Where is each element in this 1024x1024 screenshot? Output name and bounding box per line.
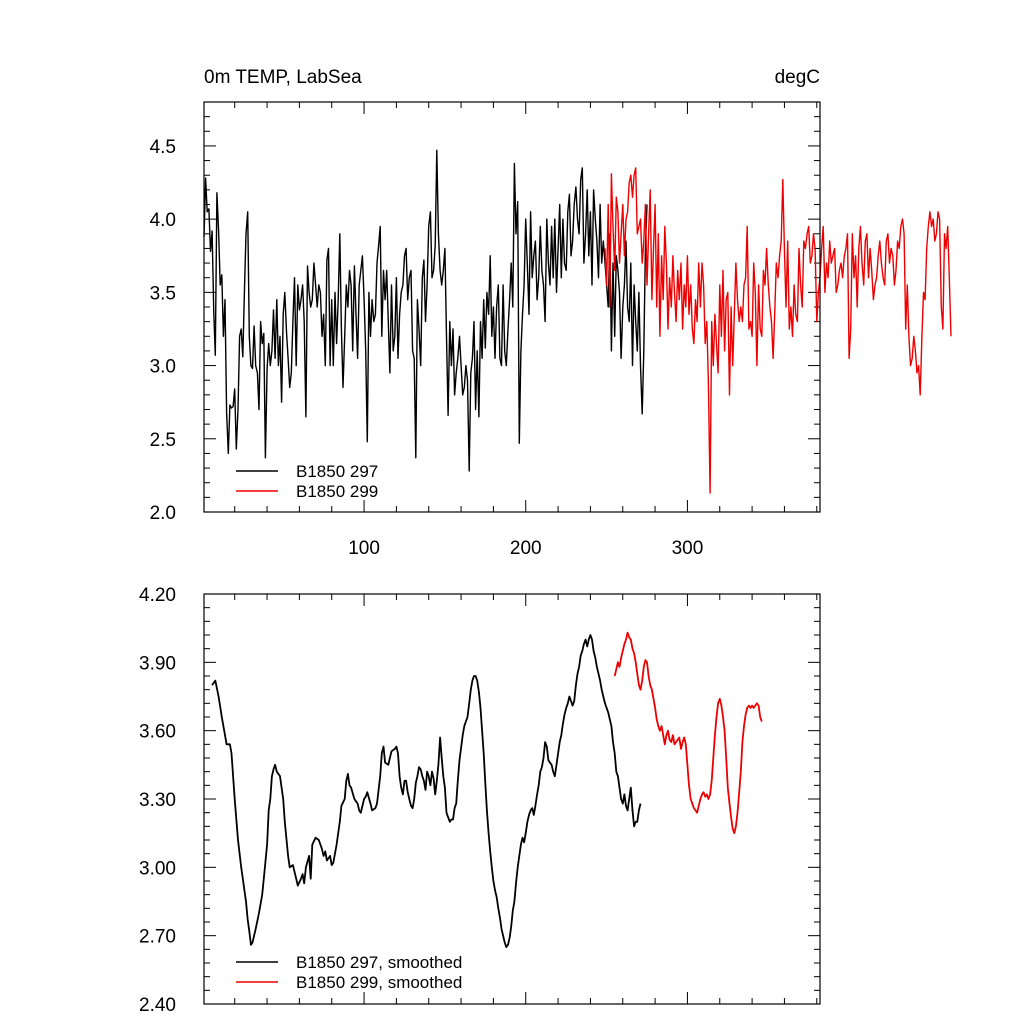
top-legend: B1850 297 B1850 299: [236, 462, 378, 501]
top-y-tick-label: 2.0: [150, 503, 176, 524]
bottom-series-group: [211, 631, 763, 948]
top-x-tick-label: 200: [510, 538, 542, 559]
bottom-y-tick-label: 2.70: [139, 927, 176, 948]
bottom-y-tick-label: 2.40: [139, 995, 176, 1016]
bottom-plot-frame: [203, 593, 821, 1005]
top-y-tick-label: 4.5: [150, 137, 176, 158]
top-panel-units: degC: [775, 67, 820, 88]
bottom-y-tick-label: 3.90: [139, 653, 176, 674]
legend-label-299: B1850 299: [296, 482, 378, 501]
top-y-tick-label: 2.5: [150, 430, 176, 451]
bottom-series-b1850-299-smoothed-line: [613, 631, 763, 835]
top-x-tick-label: 300: [672, 538, 704, 559]
top-x-tick-label: 100: [348, 538, 380, 559]
legend-label-297-smoothed: B1850 297, smoothed: [296, 953, 462, 972]
bottom-panel: 2.40 2.70 3.00 3.30 3.60 3.90 4.20 B1850 297, …: [139, 585, 821, 1016]
top-series-b1850-297-line: [203, 149, 648, 472]
top-series-b1850-299-line: [604, 167, 952, 494]
top-y-tick-label: 4.0: [150, 210, 176, 231]
top-y-tick-label: 3.5: [150, 283, 176, 304]
bottom-series-b1850-297-smoothed-line: [211, 634, 642, 948]
legend-label-297: B1850 297: [296, 462, 378, 481]
bottom-y-tick-label: 3.60: [139, 722, 176, 743]
top-series-group: [203, 149, 952, 494]
top-panel-title: 0m TEMP, LabSea: [204, 67, 362, 88]
bottom-y-tick-label: 4.20: [139, 585, 176, 606]
bottom-y-tick-label: 3.00: [139, 858, 176, 879]
legend-label-299-smoothed: B1850 299, smoothed: [296, 973, 462, 992]
bottom-legend: B1850 297, smoothed B1850 299, smoothed: [236, 953, 462, 992]
top-y-tick-label: 3.0: [150, 357, 176, 378]
top-plot-frame: [203, 101, 821, 513]
top-panel: 0m TEMP, LabSea degC 2.0 2.5 3.0 3.5 4.0 4.5 1…: [150, 67, 952, 559]
bottom-y-tick-label: 3.30: [139, 790, 176, 811]
